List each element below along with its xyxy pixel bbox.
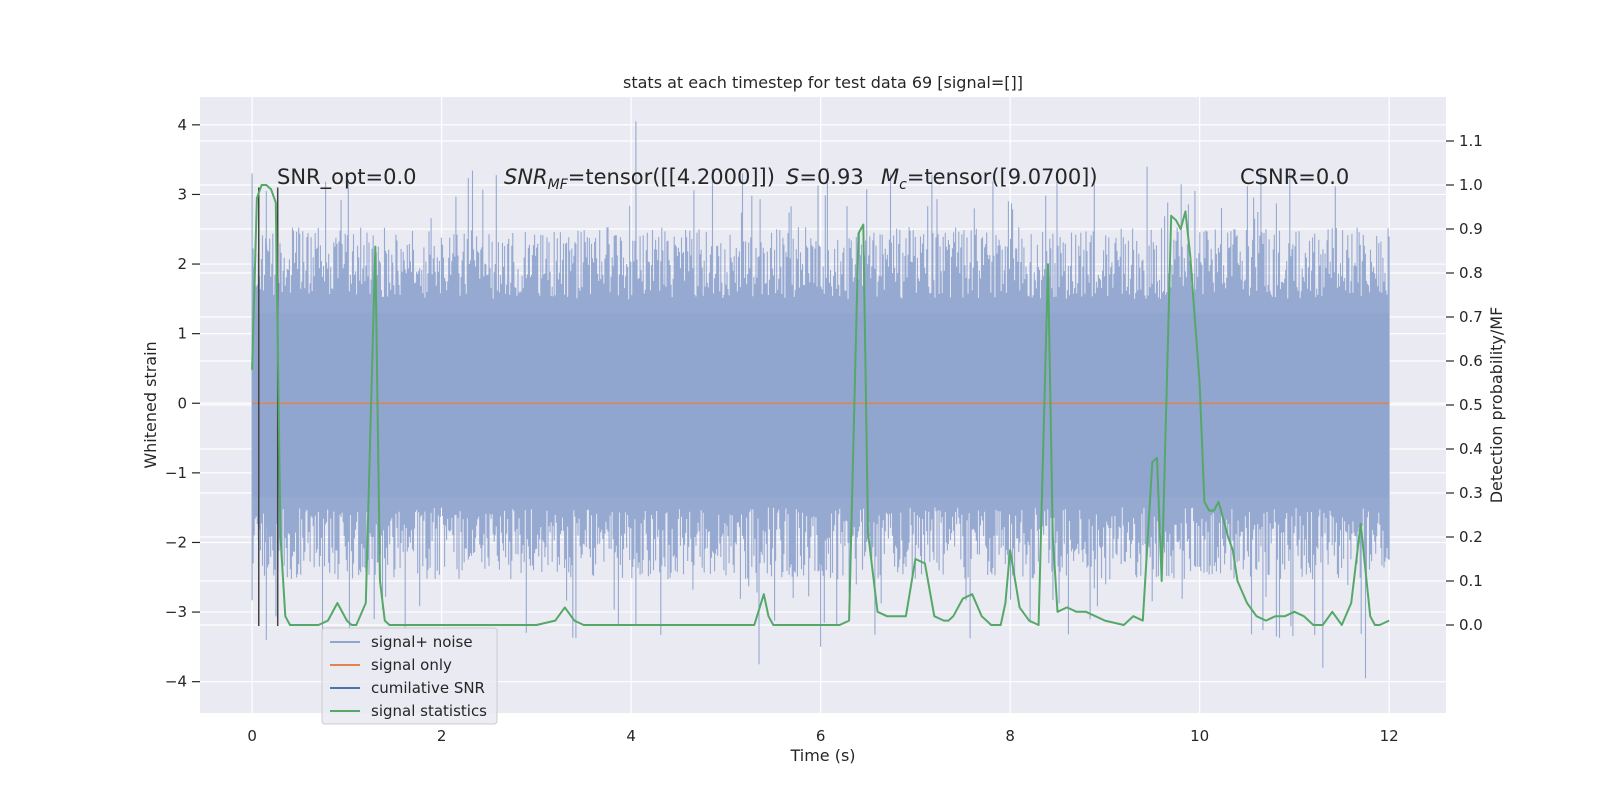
y-axis-label: Whitened strain — [141, 341, 160, 468]
x-tick-label: 4 — [626, 727, 636, 745]
annotation-csnr: CSNR=0.0 — [1240, 165, 1349, 189]
y-tick-label: 1 — [177, 325, 187, 343]
y2-tick-label: 0.1 — [1459, 572, 1483, 590]
annotation-s: S=0.93 — [786, 165, 864, 189]
y2-axis-label: Detection probability/MF — [1487, 307, 1506, 504]
y2-tick-label: 1.1 — [1459, 132, 1483, 150]
y-tick-label: 0 — [177, 394, 187, 412]
x-tick-label: 0 — [247, 727, 257, 745]
y-tick-label: 2 — [177, 255, 187, 273]
y2-tick-label: 0.4 — [1459, 440, 1483, 458]
x-tick-label: 6 — [816, 727, 826, 745]
s-label: S — [786, 165, 799, 189]
y2-tick-label: 1.0 — [1459, 176, 1483, 194]
annotation-mc: Mc=tensor([9.0700]) — [881, 165, 1098, 193]
x-tick-label: 10 — [1190, 727, 1209, 745]
legend-label-signal-noise: signal+ noise — [371, 633, 473, 651]
legend-label-signal-only: signal only — [371, 656, 452, 674]
annotations: SNR_opt=0.0 SNRMF=tensor([[4.2000]]) S=0… — [277, 165, 1349, 193]
x-tick-label: 8 — [1005, 727, 1015, 745]
y2-tick-label: 0.8 — [1459, 264, 1483, 282]
y-tick-label: 3 — [177, 185, 187, 203]
y2-tick-label: 0.3 — [1459, 484, 1483, 502]
noise-sticks — [251, 121, 1390, 679]
legend: signal+ noise signal only cumilative SNR… — [321, 627, 498, 725]
x-tick-label: 2 — [437, 727, 447, 745]
axis-ticks: 0 2 4 6 8 10 12−4−3−2−1012340.00.10.20.30.40.5… — [165, 116, 1483, 745]
y-tick-label: 4 — [177, 116, 187, 134]
y-tick-label: −4 — [165, 673, 187, 691]
y2-tick-label: 0.2 — [1459, 528, 1483, 546]
x-axis-label: Time (s) — [789, 746, 855, 765]
series-lines — [251, 184, 1390, 626]
mc-subscript: c — [899, 177, 907, 193]
snr-mf-subscript: MF — [548, 177, 569, 193]
annotation-snr-mf: SNRMF=tensor([[4.2000]]) — [504, 165, 775, 193]
legend-label-signal-statistics: signal statistics — [371, 702, 487, 720]
y2-tick-label: 0.0 — [1459, 616, 1483, 634]
y-tick-label: −3 — [165, 603, 187, 621]
y2-tick-label: 0.6 — [1459, 352, 1483, 370]
snr-mf-prefix: SNR — [504, 165, 548, 189]
y2-tick-label: 0.9 — [1459, 220, 1483, 238]
mc-prefix: M — [881, 165, 899, 189]
y-tick-label: −2 — [165, 533, 187, 551]
signal-statistics-line — [251, 184, 1390, 626]
legend-label-cumulative-snr: cumilative SNR — [371, 679, 485, 697]
legend-box — [321, 627, 498, 725]
y2-tick-label: 0.7 — [1459, 308, 1483, 326]
chart-title: stats at each timestep for test data 69 … — [623, 73, 1023, 92]
annotation-snr-opt: SNR_opt=0.0 — [277, 165, 417, 190]
snr-mf-value: =tensor([[4.2000]]) — [568, 165, 775, 189]
mc-value: =tensor([9.0700]) — [907, 165, 1098, 189]
y-tick-label: −1 — [165, 464, 187, 482]
x-tick-label: 12 — [1380, 727, 1399, 745]
y2-tick-label: 0.5 — [1459, 396, 1483, 414]
s-value: =0.93 — [799, 165, 863, 189]
